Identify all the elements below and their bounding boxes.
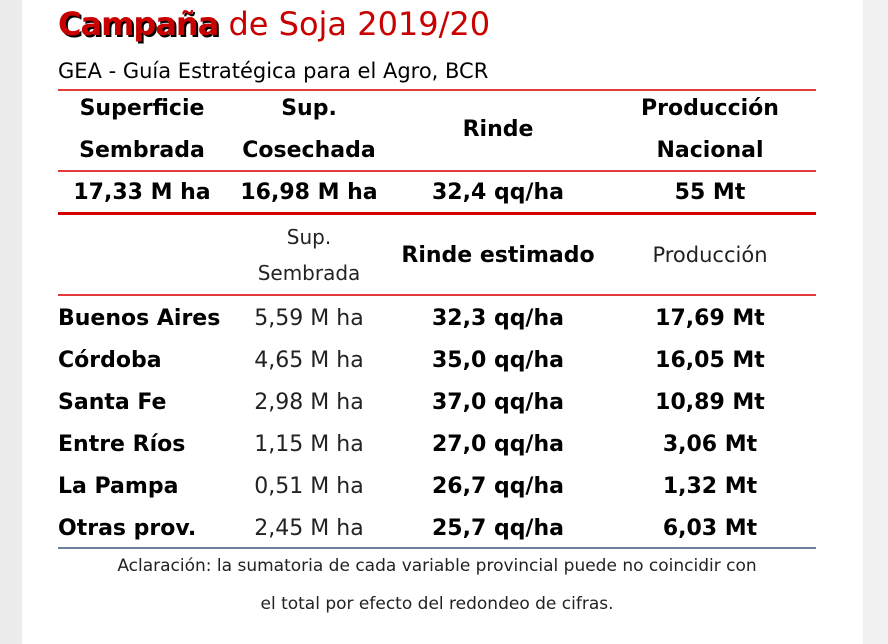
source-subtitle: GEA - Guía Estratégica para el Agro, BCR xyxy=(58,59,489,83)
header-produccion-nacional: Producción Nacional xyxy=(641,96,779,163)
province-name: Córdoba xyxy=(58,347,162,373)
title-brand: Campaña xyxy=(58,5,219,43)
province-production: 17,69 Mt xyxy=(655,305,765,331)
province-yield: 25,7 qq/ha xyxy=(432,515,564,541)
page-title: Campaña de Soja 2019/20 xyxy=(58,4,490,44)
table-row: Santa Fe 2,98 M ha 37,0 qq/ha 10,89 Mt xyxy=(58,381,816,423)
province-area: 5,59 M ha xyxy=(254,305,364,331)
title-rest: de Soja 2019/20 xyxy=(228,5,491,43)
header-superficie-sembrada: Superficie Sembrada xyxy=(79,96,205,163)
province-area: 2,98 M ha xyxy=(254,389,364,415)
header-prov-sup-sembrada: Sup. Sembrada xyxy=(257,225,361,285)
province-name: Buenos Aires xyxy=(58,305,221,331)
province-yield: 37,0 qq/ha xyxy=(432,389,564,415)
left-margin xyxy=(0,0,22,644)
province-production: 3,06 Mt xyxy=(662,431,758,457)
national-yield: 32,4 qq/ha xyxy=(432,179,564,205)
rounding-note-line-1: Aclaración: la sumatoria de cada variabl… xyxy=(117,556,757,576)
province-name: Entre Ríos xyxy=(58,431,186,457)
national-area-harvested: 16,98 M ha xyxy=(240,179,378,205)
province-area: 1,15 M ha xyxy=(254,431,364,457)
national-values-row: 17,33 M ha 16,98 M ha 32,4 qq/ha 55 Mt xyxy=(58,172,816,212)
national-header-row: Superficie Sembrada Sup. Cosechada Rinde… xyxy=(58,90,816,170)
rounding-note-line-2: el total por efecto del redondeo de cifr… xyxy=(260,594,614,614)
table-row: Otras prov. 2,45 M ha 25,7 qq/ha 6,03 Mt xyxy=(58,507,816,549)
province-area: 0,51 M ha xyxy=(254,473,364,499)
national-production: 55 Mt xyxy=(674,179,746,205)
table-row: Entre Ríos 1,15 M ha 27,0 qq/ha 3,06 Mt xyxy=(58,423,816,465)
province-production: 1,32 Mt xyxy=(662,473,758,499)
province-header-row: Sup. Sembrada Rinde estimado Producción xyxy=(58,216,816,294)
province-yield: 35,0 qq/ha xyxy=(432,347,564,373)
rule-province-header xyxy=(58,294,816,296)
province-yield: 27,0 qq/ha xyxy=(432,431,564,457)
header-rinde-estimado: Rinde estimado xyxy=(401,242,595,268)
table-row: Córdoba 4,65 M ha 35,0 qq/ha 16,05 Mt xyxy=(58,339,816,381)
province-production: 16,05 Mt xyxy=(655,347,765,373)
province-yield: 32,3 qq/ha xyxy=(432,305,564,331)
province-name: Otras prov. xyxy=(58,515,197,541)
national-area-sown: 17,33 M ha xyxy=(73,179,211,205)
rule-top xyxy=(58,89,816,91)
table-row: Buenos Aires 5,59 M ha 32,3 qq/ha 17,69 … xyxy=(58,297,816,339)
rule-bottom xyxy=(58,547,816,549)
header-sup-cosechada: Sup. Cosechada xyxy=(242,96,376,163)
province-production: 10,89 Mt xyxy=(655,389,765,415)
province-yield: 26,7 qq/ha xyxy=(432,473,564,499)
province-name: La Pampa xyxy=(58,473,179,499)
rule-national-header xyxy=(58,170,816,172)
header-produccion: Producción xyxy=(652,243,768,267)
table-row: La Pampa 0,51 M ha 26,7 qq/ha 1,32 Mt xyxy=(58,465,816,507)
province-area: 4,65 M ha xyxy=(254,347,364,373)
province-area: 2,45 M ha xyxy=(254,515,364,541)
province-name: Santa Fe xyxy=(58,389,167,415)
province-production: 6,03 Mt xyxy=(662,515,758,541)
soy-campaign-panel: Campaña de Soja 2019/20 GEA - Guía Estra… xyxy=(58,0,816,644)
header-rinde: Rinde xyxy=(462,117,534,142)
rule-national-values xyxy=(58,212,816,215)
right-scrollbar-area xyxy=(863,0,888,644)
